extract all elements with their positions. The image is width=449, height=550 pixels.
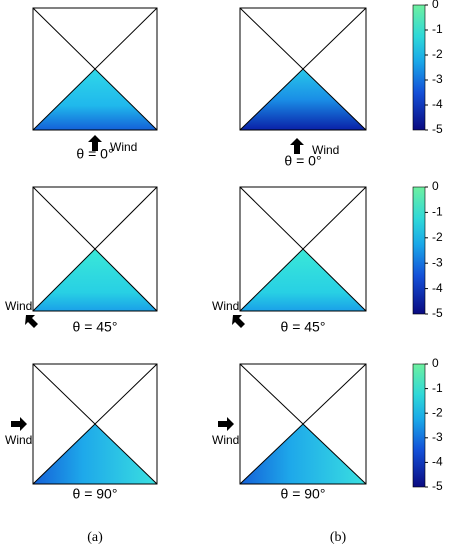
wind-arrow [290, 138, 304, 154]
wind-arrow [88, 135, 102, 151]
colorbar-tick-label: -1 [432, 22, 443, 36]
roof-outline [239, 186, 367, 312]
colorbar [412, 4, 426, 131]
angle-label: θ = 90° [281, 486, 326, 502]
roof-edge [32, 7, 158, 131]
angle-label: θ = 90° [73, 486, 118, 502]
panel-caption: (b) [330, 530, 347, 545]
colorbar-tick-label: 0 [432, 179, 439, 193]
panel-caption: (a) [87, 530, 103, 545]
angle-label: θ = 45° [73, 319, 118, 335]
angle-label: θ = 0° [284, 153, 321, 169]
colorbar-tick-label: 0 [432, 356, 439, 370]
roof-edge [239, 363, 367, 485]
pressure-contour [240, 249, 366, 311]
colorbar-tick-label: -5 [432, 122, 443, 136]
pressure-contour [33, 69, 157, 130]
colorbar-tick-label: -1 [432, 381, 443, 395]
roof-outline [239, 7, 367, 131]
colorbar-tick-label: -4 [432, 455, 443, 469]
pressure-contour [240, 424, 366, 484]
angle-label: θ = 0° [76, 146, 113, 162]
roof-outline [32, 7, 158, 131]
wind-label: Wind [5, 299, 32, 313]
pressure-contour [33, 424, 157, 484]
pressure-contour [240, 69, 366, 130]
colorbar-tick-label: -5 [432, 306, 443, 320]
colorbar-tick-label: -4 [432, 281, 443, 295]
colorbar-tick-label: -5 [432, 479, 443, 493]
colorbar-tick-label: -3 [432, 430, 443, 444]
roof-outline [239, 363, 367, 485]
roof-outline [32, 363, 158, 485]
wind-label: Wind [5, 433, 32, 447]
colorbar-tick-label: -3 [432, 255, 443, 269]
colorbar-tick-label: -2 [432, 405, 443, 419]
colorbar [412, 363, 426, 488]
wind-label: Wind [212, 299, 239, 313]
wind-arrow [232, 315, 245, 328]
colorbar-tick-label: -3 [432, 72, 443, 86]
colorbar-tick-label: -2 [432, 230, 443, 244]
colorbar-tick-label: -1 [432, 205, 443, 219]
roof-outline [32, 186, 158, 312]
wind-arrow [11, 417, 27, 431]
roof-edge [239, 186, 367, 312]
wind-label: Wind [312, 143, 339, 157]
colorbar [412, 186, 426, 315]
wind-label: Wind [110, 140, 137, 154]
colorbar-tick-label: -4 [432, 97, 443, 111]
colorbar-tick-label: -2 [432, 47, 443, 61]
wind-label: Wind [212, 433, 239, 447]
wind-arrow [218, 417, 234, 431]
roof-edge [32, 363, 158, 485]
roof-edge [32, 186, 158, 312]
roof-edge [239, 7, 367, 131]
colorbar-tick-label: 0 [432, 0, 439, 11]
wind-arrow [25, 315, 38, 328]
pressure-contour [33, 249, 157, 311]
angle-label: θ = 45° [281, 319, 326, 335]
